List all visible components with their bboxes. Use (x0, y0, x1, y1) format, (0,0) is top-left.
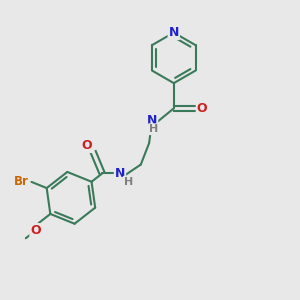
Text: N: N (169, 26, 179, 39)
Text: O: O (30, 224, 41, 237)
Text: N: N (115, 167, 125, 180)
Text: N: N (147, 114, 157, 127)
Text: O: O (197, 102, 207, 115)
Text: Br: Br (14, 176, 28, 188)
Text: H: H (124, 177, 133, 187)
Text: H: H (149, 124, 158, 134)
Text: O: O (81, 139, 92, 152)
